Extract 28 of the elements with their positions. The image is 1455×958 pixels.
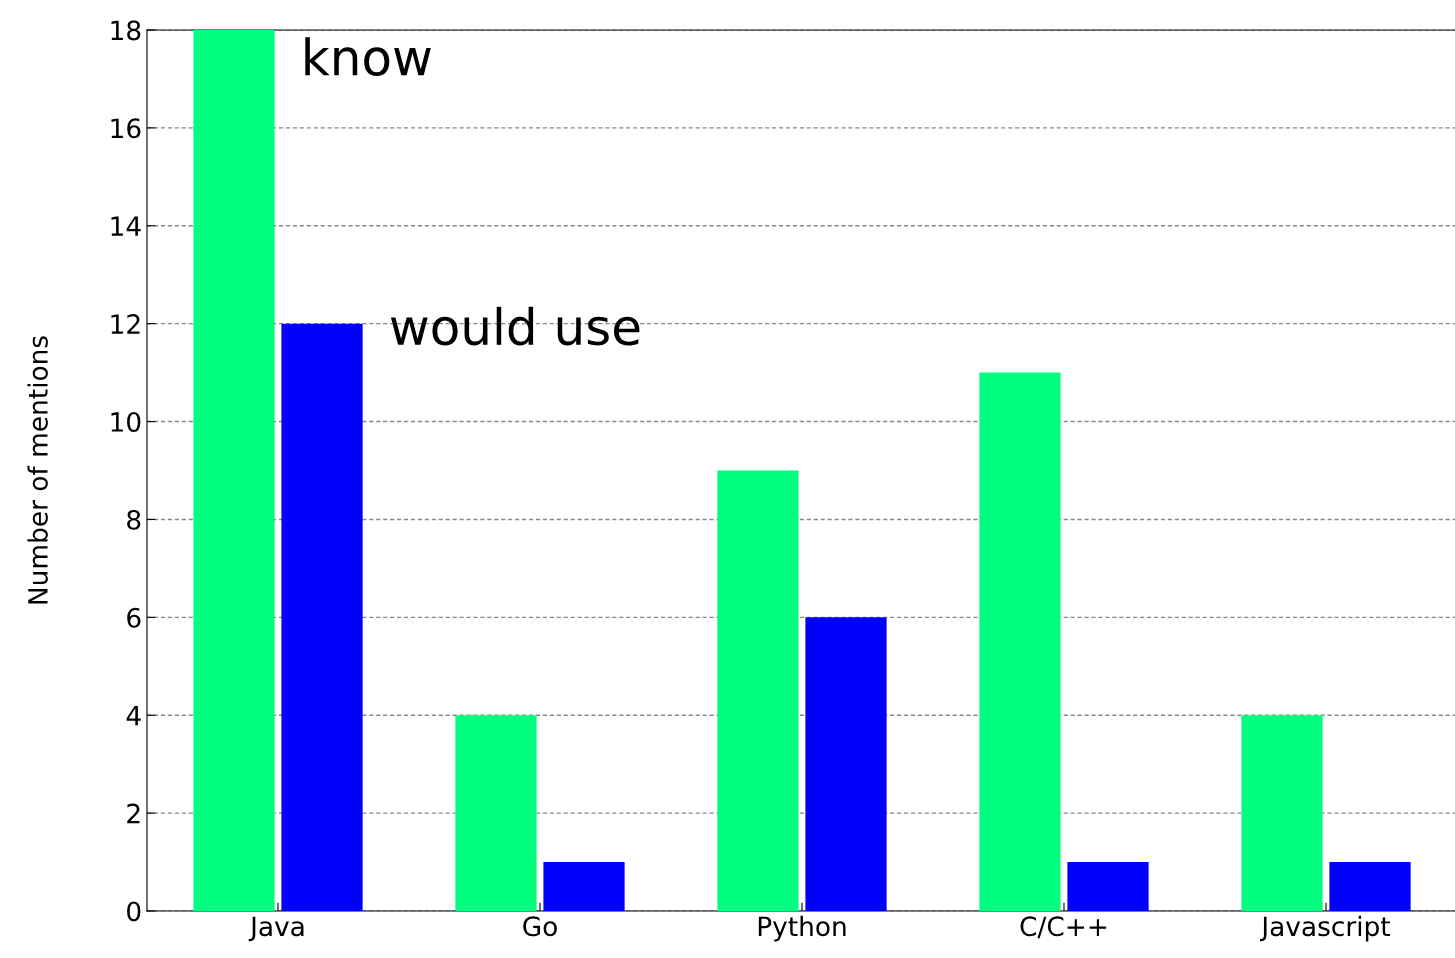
- bar: [543, 862, 625, 911]
- bar: [193, 30, 275, 911]
- y-tick-label: 6: [127, 607, 141, 628]
- x-tick-label: Java: [248, 916, 304, 942]
- x-tick-label: Go: [523, 916, 557, 937]
- y-tick-label: 14: [111, 216, 141, 236]
- y-axis-title: Number of mentions: [27, 336, 48, 604]
- x-tick-label: Javascript: [1259, 915, 1390, 942]
- bar: [281, 323, 363, 911]
- y-tick-label: 12: [111, 314, 140, 334]
- x-tick-label: C/C++: [1020, 916, 1107, 939]
- bar: [717, 470, 799, 911]
- y-tick-label: 4: [126, 706, 141, 726]
- y-tick-label: 0: [127, 901, 141, 922]
- series-label: would use: [390, 306, 640, 346]
- bar: [805, 617, 887, 911]
- y-tick-label: 10: [111, 412, 141, 432]
- x-tick-label: Python: [758, 915, 846, 942]
- bar: [455, 715, 537, 911]
- bar: [1067, 862, 1149, 911]
- bar: [979, 372, 1061, 911]
- y-tick-label: 16: [111, 118, 141, 139]
- y-tick-label: 8: [127, 509, 141, 530]
- bar: [1241, 715, 1323, 911]
- y-tick-label: 2: [127, 803, 140, 824]
- bar: [1329, 862, 1411, 911]
- series-label: know: [305, 37, 431, 77]
- y-tick-label: 18: [111, 20, 141, 41]
